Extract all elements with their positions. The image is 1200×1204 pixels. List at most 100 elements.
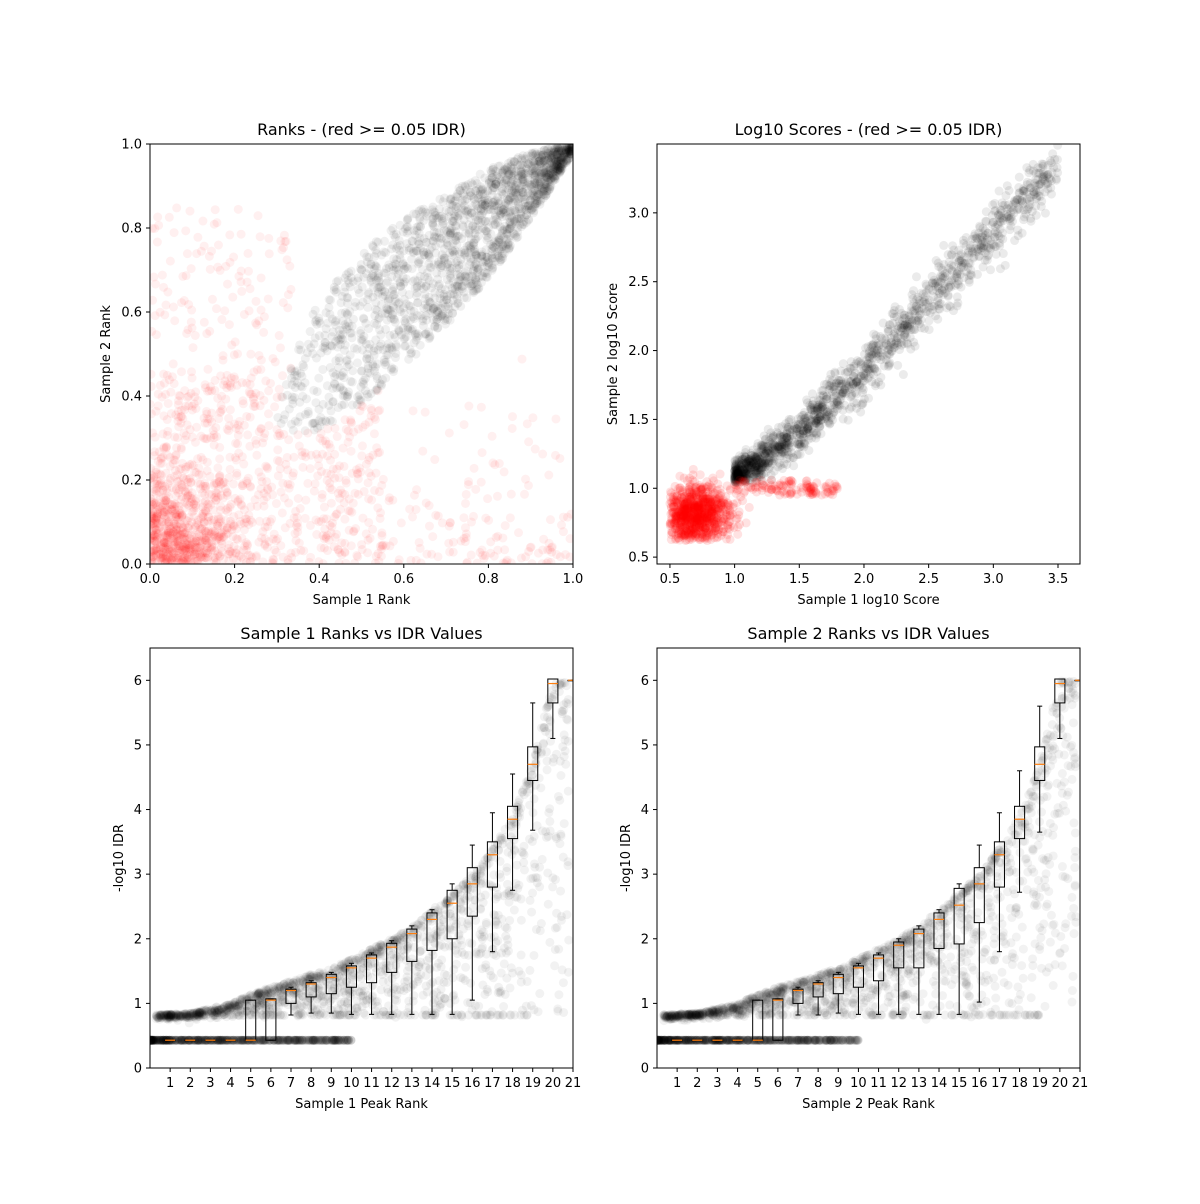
data-point	[507, 490, 516, 499]
data-point	[225, 549, 234, 558]
data-point	[799, 417, 808, 426]
y-tick-label: 0.0	[121, 558, 142, 573]
data-point	[225, 230, 234, 239]
data-point	[368, 451, 377, 460]
data-point	[246, 413, 255, 422]
data-point	[446, 518, 455, 527]
data-point	[418, 447, 427, 456]
data-point	[353, 358, 362, 367]
data-point	[252, 297, 261, 306]
data-point	[156, 308, 165, 317]
data-point	[831, 369, 840, 378]
data-point	[161, 301, 170, 310]
data-point	[209, 426, 218, 435]
data-point	[349, 527, 358, 536]
data-point	[161, 390, 170, 399]
data-point	[518, 176, 527, 185]
data-point	[380, 237, 389, 246]
data-point	[936, 273, 945, 282]
data-point	[909, 286, 918, 295]
data-point	[416, 544, 425, 553]
data-point	[356, 382, 365, 391]
data-point	[214, 512, 223, 521]
data-point	[218, 356, 227, 365]
data-point	[546, 515, 555, 524]
data-point	[237, 287, 246, 296]
data-point	[310, 487, 319, 496]
data-point	[441, 314, 450, 323]
data-point	[227, 340, 236, 349]
black-series	[273, 140, 577, 436]
data-point	[280, 493, 289, 502]
data-point	[329, 397, 338, 406]
data-point	[184, 523, 193, 532]
data-point	[461, 499, 470, 508]
data-point	[311, 317, 320, 326]
data-point	[335, 559, 344, 568]
data-point	[452, 221, 461, 230]
data-point	[1026, 214, 1035, 223]
data-point	[910, 325, 919, 334]
data-point	[177, 464, 186, 473]
data-point	[206, 265, 215, 274]
data-point	[362, 529, 371, 538]
data-point	[830, 391, 839, 400]
data-point	[172, 203, 181, 212]
data-point	[210, 481, 219, 490]
data-point	[867, 361, 876, 370]
data-point	[538, 450, 547, 459]
data-point	[301, 514, 310, 523]
data-point	[269, 534, 278, 543]
data-point	[462, 559, 471, 568]
data-point	[265, 249, 274, 258]
data-point	[156, 543, 165, 552]
data-point	[471, 251, 480, 260]
data-point	[147, 471, 156, 480]
data-point	[461, 248, 470, 257]
data-point	[444, 539, 453, 548]
data-point	[170, 228, 179, 237]
data-point	[471, 176, 480, 185]
data-point	[156, 470, 165, 479]
data-point	[309, 386, 318, 395]
data-point	[323, 531, 332, 540]
data-point	[327, 485, 336, 494]
data-point	[169, 359, 178, 368]
data-point	[899, 370, 908, 379]
data-point	[401, 341, 410, 350]
data-point	[493, 546, 502, 555]
data-point	[498, 254, 507, 263]
data-point	[497, 189, 506, 198]
data-point	[217, 533, 226, 542]
data-point	[797, 442, 806, 451]
black-series	[730, 141, 1062, 487]
data-point	[167, 506, 176, 515]
data-point	[232, 469, 241, 478]
data-point	[193, 518, 202, 527]
data-point	[377, 481, 386, 490]
data-point	[817, 429, 826, 438]
data-point	[326, 363, 335, 372]
data-point	[405, 505, 414, 514]
data-point	[342, 322, 351, 331]
data-point	[312, 530, 321, 539]
data-point	[383, 350, 392, 359]
data-point	[497, 244, 506, 253]
data-point	[177, 367, 186, 376]
data-point	[813, 417, 822, 426]
data-point	[535, 169, 544, 178]
data-point	[524, 437, 533, 446]
data-point	[270, 402, 279, 411]
data-point	[501, 521, 510, 530]
data-point	[462, 490, 471, 499]
data-point	[287, 553, 296, 562]
data-point	[546, 558, 555, 567]
data-point	[181, 503, 190, 512]
data-point	[975, 252, 984, 261]
data-point	[484, 258, 493, 267]
data-point	[477, 478, 486, 487]
data-point	[412, 556, 421, 565]
y-tick-label: 0.6	[121, 306, 142, 321]
data-point	[243, 249, 252, 258]
